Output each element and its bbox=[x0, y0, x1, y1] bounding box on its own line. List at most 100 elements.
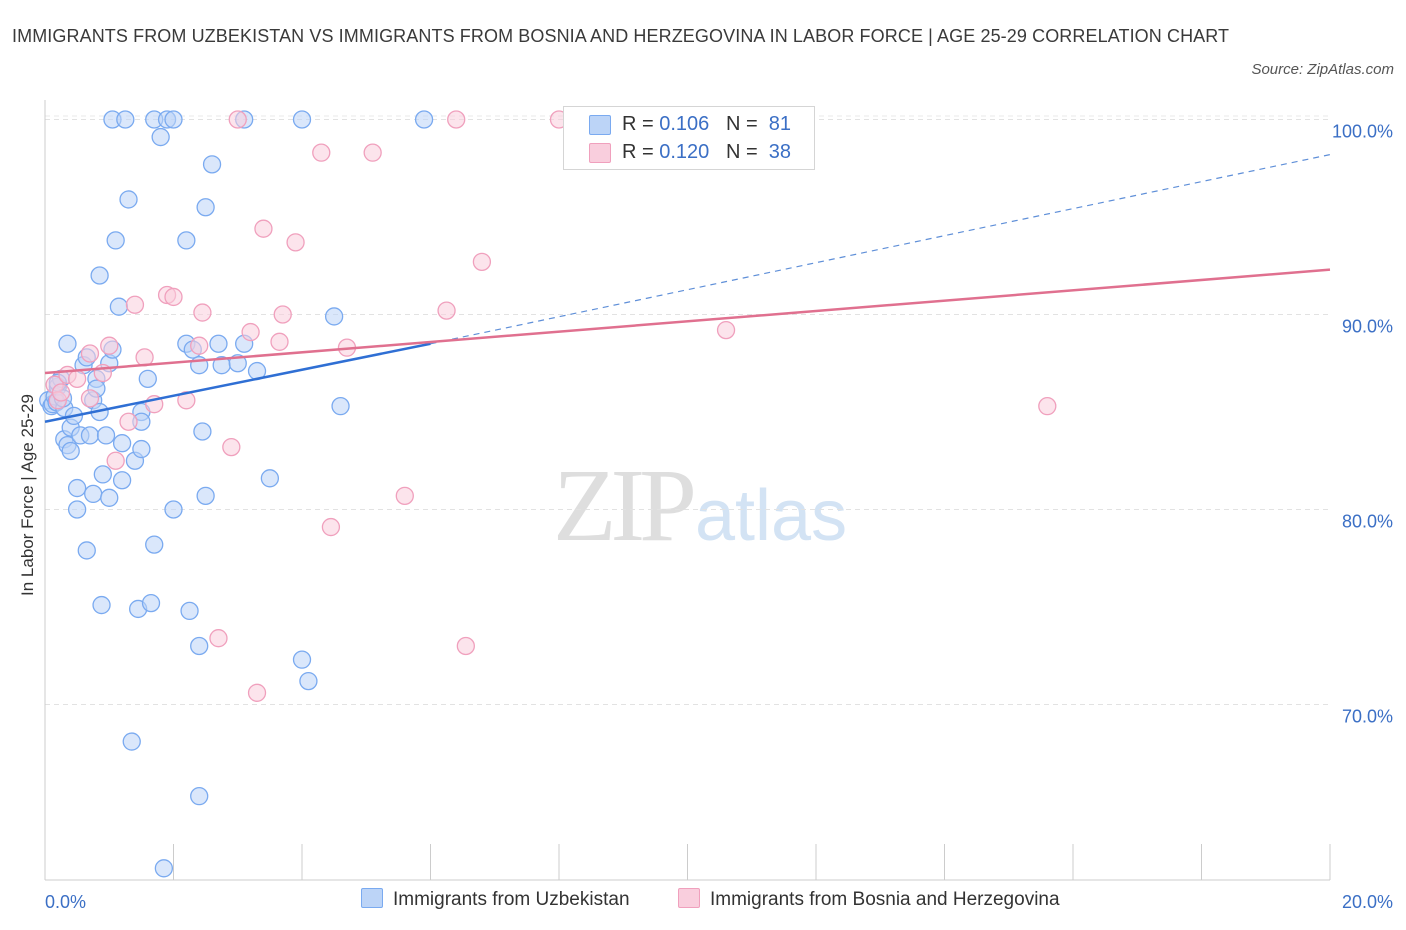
y-tick-label: 100.0% bbox=[1332, 122, 1393, 142]
source-label: Source: ZipAtlas.com bbox=[1251, 61, 1394, 78]
bosnia-point bbox=[472, 252, 492, 272]
uzbekistan-point bbox=[119, 190, 138, 209]
uzbekistan-point bbox=[106, 231, 125, 250]
uzbekistan-point bbox=[324, 307, 344, 326]
bosnia-point bbox=[100, 336, 119, 355]
bosnia-point bbox=[286, 233, 305, 252]
uzbekistan-point bbox=[145, 535, 164, 554]
series-swatch-bosnia bbox=[678, 888, 700, 908]
uzbekistan-point bbox=[292, 110, 312, 129]
uzbekistan-point bbox=[180, 601, 199, 621]
uzbekistan-point bbox=[61, 441, 80, 461]
uzbekistan-point bbox=[331, 396, 350, 416]
bosnia-point bbox=[125, 295, 145, 314]
series-legend-uzbekistan: Immigrants from Uzbekistan bbox=[361, 888, 630, 911]
bosnia-point bbox=[80, 344, 100, 363]
bosnia-point bbox=[119, 412, 138, 431]
legend-n-value: 81 bbox=[768, 113, 792, 135]
uzbekistan-point bbox=[414, 110, 434, 129]
uzbekistan-point bbox=[299, 671, 318, 691]
uzbekistan-point bbox=[112, 471, 132, 490]
correlation-legend: R = 0.106 N = 81 R = 0.120 N = 38 bbox=[563, 106, 815, 170]
y-tick-label: 70.0% bbox=[1342, 707, 1393, 727]
chart-title: IMMIGRANTS FROM UZBEKISTAN VS IMMIGRANTS… bbox=[12, 26, 1230, 46]
y-tick-label: 90.0% bbox=[1342, 317, 1393, 337]
bosnia-point bbox=[395, 486, 414, 506]
uzbekistan-point bbox=[132, 439, 151, 459]
bosnia-point bbox=[193, 303, 212, 322]
bosnia-point bbox=[247, 683, 267, 702]
x-tick-label-max: 20.0% bbox=[1342, 892, 1393, 912]
bosnia-point bbox=[209, 629, 228, 648]
series-legend-bosnia: Immigrants from Bosnia and Herzegovina bbox=[678, 888, 1060, 911]
uzbekistan-point bbox=[190, 636, 209, 656]
bosnia-point bbox=[80, 389, 100, 408]
uzbekistan-point bbox=[138, 369, 157, 389]
x-tick-label-min: 0.0% bbox=[45, 892, 86, 912]
uzbekistan-point bbox=[96, 426, 116, 445]
bosnia-point bbox=[312, 143, 331, 162]
uzbekistan-point bbox=[202, 155, 222, 174]
uzbekistan-point bbox=[141, 593, 161, 613]
bosnia-point bbox=[228, 110, 247, 129]
legend-r-value: 0.120 bbox=[659, 141, 710, 163]
uzbekistan-point bbox=[292, 650, 312, 669]
bosnia-point bbox=[456, 636, 475, 656]
legend-n-label: N = bbox=[725, 141, 758, 163]
bosnia-point bbox=[363, 143, 382, 162]
uzbekistan-point bbox=[80, 426, 100, 445]
uzbekistan-point bbox=[93, 465, 112, 484]
bosnia-point bbox=[437, 301, 456, 320]
legend-n-label: N = bbox=[725, 113, 758, 135]
legend-r-label: R = bbox=[622, 113, 654, 135]
uzbekistan-point bbox=[58, 334, 77, 353]
legend-swatch-bosnia bbox=[589, 143, 611, 163]
bosnia-point bbox=[270, 332, 289, 351]
uzbekistan-point bbox=[164, 500, 183, 519]
bosnia-point bbox=[164, 287, 183, 307]
uzbekistan-point bbox=[109, 297, 129, 316]
uzbekistan-point bbox=[100, 488, 119, 507]
legend-r-label: R = bbox=[622, 141, 654, 163]
bosnia-point bbox=[241, 322, 260, 342]
uzbekistan-point bbox=[122, 732, 141, 751]
uzbekistan-point bbox=[177, 231, 196, 250]
bosnia-point bbox=[321, 517, 341, 537]
uzbekistan-point bbox=[67, 500, 87, 519]
uzbekistan-point bbox=[112, 434, 132, 453]
bosnia-point bbox=[716, 320, 736, 340]
uzbekistan-trend-extension bbox=[430, 154, 1331, 345]
uzbekistan-point bbox=[77, 541, 96, 560]
uzbekistan-point bbox=[260, 469, 280, 488]
series-label-uzbekistan: Immigrants from Uzbekistan bbox=[393, 889, 630, 910]
uzbekistan-point bbox=[190, 787, 209, 806]
y-tick-label: 80.0% bbox=[1342, 512, 1393, 532]
uzbekistan-point bbox=[67, 478, 87, 498]
uzbekistan-point bbox=[116, 110, 135, 129]
bosnia-point bbox=[67, 369, 87, 389]
bosnia-point bbox=[222, 437, 241, 457]
uzbekistan-point bbox=[209, 334, 228, 353]
bosnia-point bbox=[254, 219, 273, 238]
bosnia-point bbox=[190, 336, 209, 355]
uzbekistan-point bbox=[196, 486, 215, 506]
bosnia-point bbox=[1038, 396, 1057, 416]
bosnia-trend-line bbox=[44, 268, 1331, 375]
uzbekistan-point bbox=[84, 484, 103, 504]
legend-swatch-uzbekistan bbox=[589, 115, 611, 135]
bosnia-point bbox=[447, 110, 466, 129]
legend-n-value: 38 bbox=[768, 141, 792, 163]
bosnia-point bbox=[273, 305, 292, 324]
uzbekistan-point bbox=[92, 595, 111, 615]
bosnia-point bbox=[51, 383, 71, 402]
bosnia-point bbox=[106, 451, 125, 470]
uzbekistan-point bbox=[193, 422, 212, 441]
uzbekistan-trend-line bbox=[44, 342, 431, 423]
legend-r-value: 0.106 bbox=[659, 113, 710, 135]
uzbekistan-point bbox=[90, 266, 109, 285]
uzbekistan-point bbox=[151, 127, 170, 147]
bosnia-point bbox=[177, 391, 196, 410]
series-swatch-uzbekistan bbox=[361, 888, 383, 908]
uzbekistan-point bbox=[164, 110, 183, 129]
